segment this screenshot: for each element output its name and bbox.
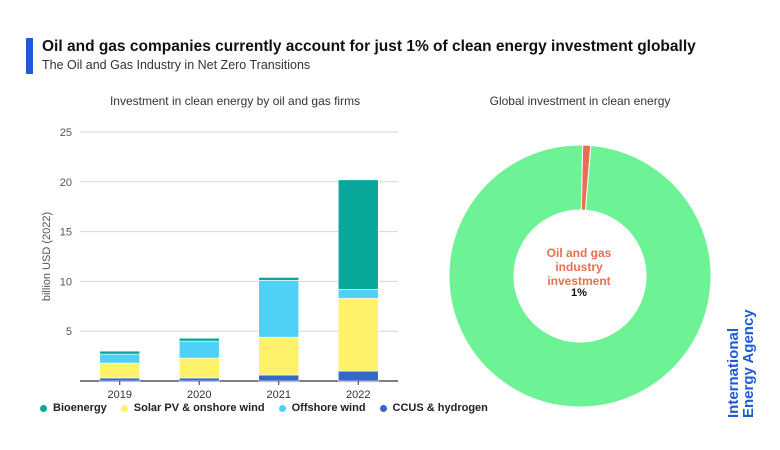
y-tick-label: 25 bbox=[60, 127, 72, 139]
legend-item-bioenergy: Bioenergy bbox=[40, 402, 107, 414]
legend-item-solar: Solar PV & onshore wind bbox=[120, 402, 265, 414]
bar-segment bbox=[258, 336, 300, 376]
legend-swatch-solar bbox=[120, 404, 128, 412]
y-axis-label: billion USD (2022) bbox=[41, 212, 53, 301]
donut-center-label: Oil and gas industry investment bbox=[546, 246, 612, 288]
legend-item-ccus: CCUS & hydrogen bbox=[379, 402, 488, 414]
legend-label: CCUS & hydrogen bbox=[392, 402, 488, 414]
bar-chart-title: Investment in clean energy by oil and ga… bbox=[109, 94, 361, 108]
bar-segment bbox=[337, 298, 379, 372]
bar-segment bbox=[337, 179, 379, 290]
bar-segment bbox=[99, 350, 141, 355]
x-tick-label: 2019 bbox=[108, 389, 132, 401]
legend: Bioenergy Solar PV & onshore wind Offsho… bbox=[40, 402, 488, 414]
chart-subtitle: The Oil and Gas Industry in Net Zero Tra… bbox=[42, 58, 311, 72]
legend-swatch-bioenergy bbox=[40, 404, 47, 412]
y-tick-label: 20 bbox=[60, 177, 72, 189]
bar-segment bbox=[258, 277, 300, 281]
donut-chart-title: Global investment in clean energy bbox=[489, 94, 671, 108]
donut-slice bbox=[448, 144, 712, 408]
legend-label: Bioenergy bbox=[53, 402, 107, 414]
bar-segment bbox=[258, 280, 300, 338]
logo-line-2: Energy Agency bbox=[740, 309, 757, 418]
x-tick-label: 2022 bbox=[346, 389, 370, 401]
legend-swatch-ccus bbox=[379, 404, 387, 412]
y-tick-label: 15 bbox=[60, 227, 72, 239]
x-tick-label: 2021 bbox=[267, 389, 291, 401]
legend-label: Solar PV & onshore wind bbox=[133, 402, 265, 414]
y-tick-label: 5 bbox=[66, 326, 72, 338]
iea-logo: International Energy Agency bbox=[725, 309, 757, 418]
x-tick-label: 2020 bbox=[187, 389, 211, 401]
legend-item-offshore: Offshore wind bbox=[278, 402, 366, 414]
logo-line-1: International bbox=[725, 327, 742, 418]
donut-center-value: 1% bbox=[571, 287, 587, 299]
legend-swatch-offshore bbox=[278, 404, 286, 412]
y-tick-label: 10 bbox=[60, 276, 72, 288]
bar-segment bbox=[178, 337, 220, 342]
chart-title: Oil and gas companies currently account … bbox=[42, 38, 696, 55]
legend-label: Offshore wind bbox=[291, 402, 366, 414]
title-accent-bar bbox=[26, 38, 33, 74]
